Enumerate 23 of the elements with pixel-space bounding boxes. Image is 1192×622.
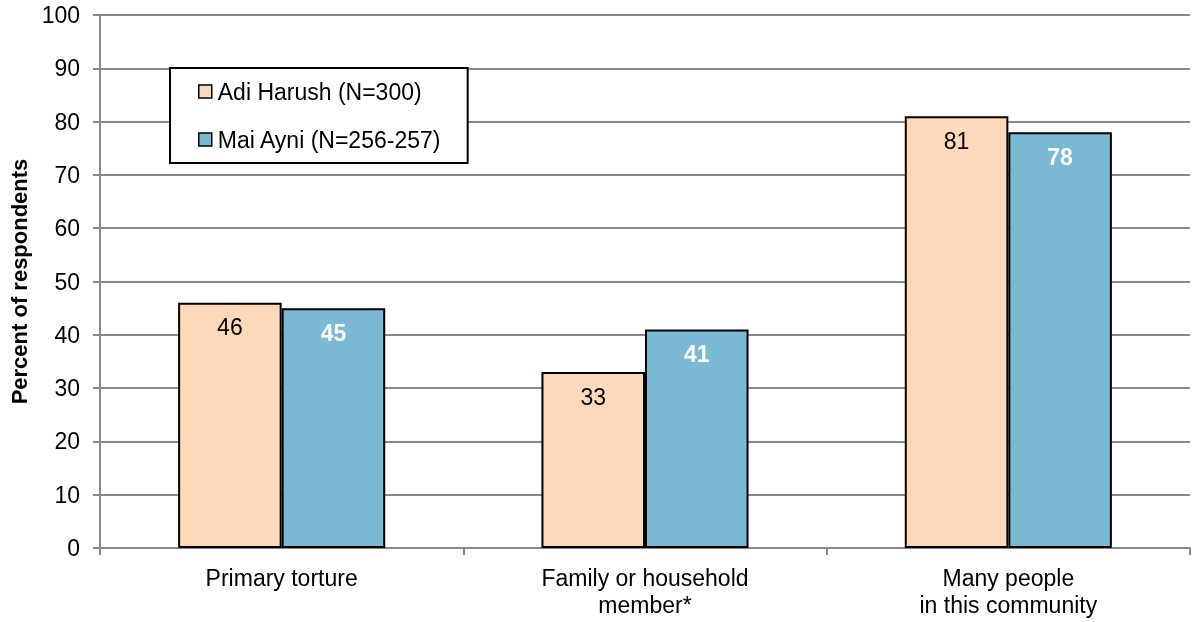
data-label: 41 <box>683 340 710 367</box>
y-tick-label: 60 <box>54 215 80 242</box>
y-tick-label: 10 <box>54 481 80 508</box>
data-label: 46 <box>217 314 243 341</box>
data-label: 45 <box>320 319 347 346</box>
y-tick-label: 40 <box>54 321 80 348</box>
legend-label: Mai Ayni (N=256-257) <box>217 126 441 153</box>
y-tick-label: 30 <box>54 375 80 402</box>
y-tick-label: 70 <box>54 161 80 188</box>
y-tick-label: 100 <box>41 2 80 28</box>
y-axis-title: Percent of respondents <box>6 158 32 405</box>
x-tick-label: Family or household member* <box>541 564 749 618</box>
data-label: 78 <box>1047 143 1074 170</box>
x-tick-label: Many people in this community <box>919 564 1098 618</box>
data-label: 33 <box>580 383 607 410</box>
data-label: 81 <box>943 127 970 154</box>
y-tick-label: 0 <box>67 535 80 561</box>
y-tick-label: 80 <box>54 108 80 135</box>
y-tick-label: 90 <box>54 55 80 82</box>
y-tick-label: 50 <box>54 268 80 295</box>
legend-label: Adi Harush (N=300) <box>217 78 422 105</box>
x-tick-label: Primary torture <box>205 564 358 591</box>
y-tick-label: 20 <box>54 428 80 455</box>
